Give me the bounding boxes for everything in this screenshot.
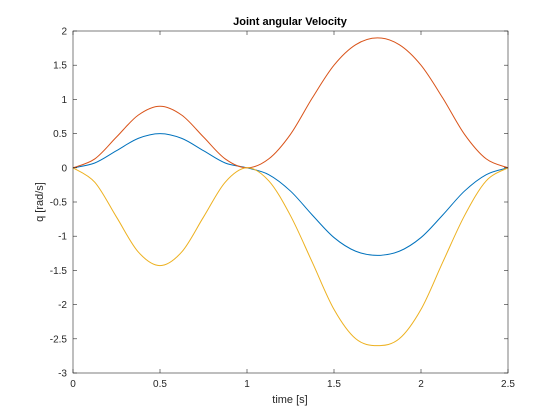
series-line-3 — [72, 167, 509, 347]
y-axis-label: q [rad/s] — [34, 182, 46, 222]
series-layer — [72, 37, 509, 347]
x-tick-label: 1.5 — [327, 379, 341, 390]
x-tick-label: 2 — [418, 379, 424, 390]
y-tick-label: -1.5 — [50, 266, 68, 277]
x-axis-label: time [s] — [272, 394, 307, 406]
y-tick-label: -3 — [58, 369, 67, 380]
x-tick-label: 2.5 — [501, 379, 515, 390]
y-tick-label: -1 — [58, 232, 67, 243]
y-tick-label: 0 — [61, 163, 67, 174]
y-tick-label: -0.5 — [50, 198, 68, 209]
axes-layer: 0 0.5 1 1.5 2 2.5 -3 -2.5 -2 -1.5 -1 -0.5 0 0.5 1 1.5 2 — [50, 27, 516, 391]
y-tick-label: -2.5 — [50, 334, 68, 345]
x-tick-label: 0.5 — [153, 379, 167, 390]
series-line-2 — [72, 37, 509, 169]
chart-title: Joint angular Velocity — [233, 16, 348, 28]
y-tick-label: -2 — [58, 300, 67, 311]
x-tick-label: 0 — [70, 379, 76, 390]
y-tick-label: 1 — [61, 95, 67, 106]
x-tick-label: 1 — [244, 379, 250, 390]
plot-area — [73, 31, 508, 373]
y-tick-label: 1.5 — [53, 61, 67, 72]
series-line-1 — [72, 133, 509, 256]
y-tick-label: 0.5 — [53, 129, 67, 140]
y-tick-label: 2 — [61, 27, 67, 38]
